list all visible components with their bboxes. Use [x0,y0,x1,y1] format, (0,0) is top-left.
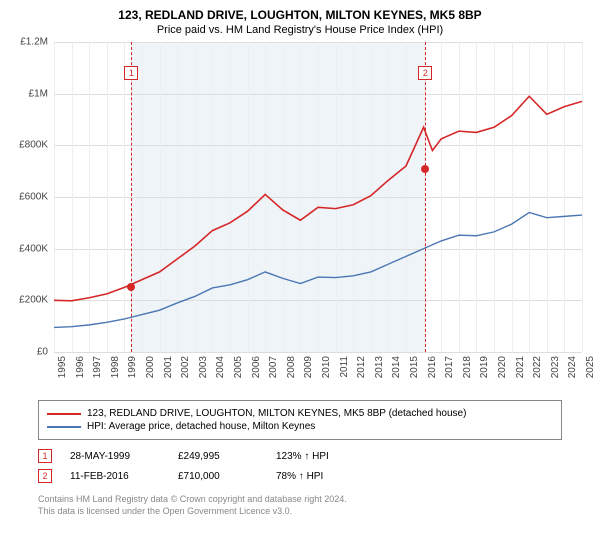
x-axis-label: 2011 [339,356,350,378]
x-axis-label: 1995 [57,356,68,378]
x-axis-label: 2006 [251,356,262,378]
legend-swatch [47,413,81,415]
legend-swatch [47,426,81,428]
x-axis-label: 2009 [303,356,314,378]
sale-point-delta: 123% ↑ HPI [276,451,329,462]
x-axis-label: 2024 [567,356,578,378]
x-axis-label: 2013 [374,356,385,378]
x-axis-label: 2021 [515,356,526,378]
plot-area: £0£200K£400K£600K£800K£1M£1.2M1995199619… [54,42,582,352]
x-axis-label: 2001 [163,356,174,378]
legend-label: HPI: Average price, detached house, Milt… [87,421,315,432]
footer-line: Contains HM Land Registry data © Crown c… [38,494,562,506]
x-axis-label: 2023 [550,356,561,378]
sale-point-marker: 1 [38,449,52,463]
chart-title: 123, REDLAND DRIVE, LOUGHTON, MILTON KEY… [0,0,600,22]
legend-row: HPI: Average price, detached house, Milt… [47,420,553,433]
x-axis-label: 2015 [409,356,420,378]
x-axis-label: 2019 [479,356,490,378]
x-axis-label: 2005 [233,356,244,378]
x-axis-label: 2018 [462,356,473,378]
sale-point-date: 28-MAY-1999 [70,451,160,462]
sale-point-price: £249,995 [178,451,258,462]
series-line-hpi [54,213,582,328]
sale-point-delta: 78% ↑ HPI [276,471,323,482]
sale-points-list: 1 28-MAY-1999 £249,995 123% ↑ HPI 2 11-FEB-20… [38,446,562,486]
x-axis-label: 2017 [444,356,455,378]
sale-point-price: £710,000 [178,471,258,482]
legend-label: 123, REDLAND DRIVE, LOUGHTON, MILTON KEY… [87,408,466,419]
chart-container: 123, REDLAND DRIVE, LOUGHTON, MILTON KEY… [0,0,600,560]
y-axis-label: £400K [19,243,54,254]
y-axis-label: £800K [19,140,54,151]
x-axis-label: 1997 [92,356,103,378]
sale-point-row: 2 11-FEB-2016 £710,000 78% ↑ HPI [38,466,562,486]
x-axis-label: 2012 [356,356,367,378]
line-series [54,42,582,352]
sale-point-row: 1 28-MAY-1999 £249,995 123% ↑ HPI [38,446,562,466]
x-axis-label: 1999 [127,356,138,378]
sale-point-marker: 2 [38,469,52,483]
x-axis-label: 2022 [532,356,543,378]
x-axis-label: 2025 [585,356,596,378]
x-axis-label: 2003 [198,356,209,378]
x-axis-label: 1998 [110,356,121,378]
legend-row: 123, REDLAND DRIVE, LOUGHTON, MILTON KEY… [47,407,553,420]
gridline-v [582,42,583,352]
x-axis-label: 2020 [497,356,508,378]
footer-line: This data is licensed under the Open Gov… [38,506,562,518]
y-axis-label: £1M [29,88,54,99]
y-axis-label: £600K [19,192,54,203]
gridline-h [54,352,582,353]
footer-attribution: Contains HM Land Registry data © Crown c… [38,494,562,517]
x-axis-label: 2014 [391,356,402,378]
x-axis-label: 2000 [145,356,156,378]
y-axis-label: £1.2M [20,37,54,48]
x-axis-label: 2002 [180,356,191,378]
chart-subtitle: Price paid vs. HM Land Registry's House … [0,22,600,42]
x-axis-label: 2016 [427,356,438,378]
series-line-property [54,96,582,301]
legend: 123, REDLAND DRIVE, LOUGHTON, MILTON KEY… [38,400,562,440]
x-axis-label: 2010 [321,356,332,378]
x-axis-label: 2008 [286,356,297,378]
y-axis-label: £200K [19,295,54,306]
sale-point-date: 11-FEB-2016 [70,471,160,482]
x-axis-label: 2004 [215,356,226,378]
x-axis-label: 2007 [268,356,279,378]
x-axis-label: 1996 [75,356,86,378]
y-axis-label: £0 [37,347,54,358]
